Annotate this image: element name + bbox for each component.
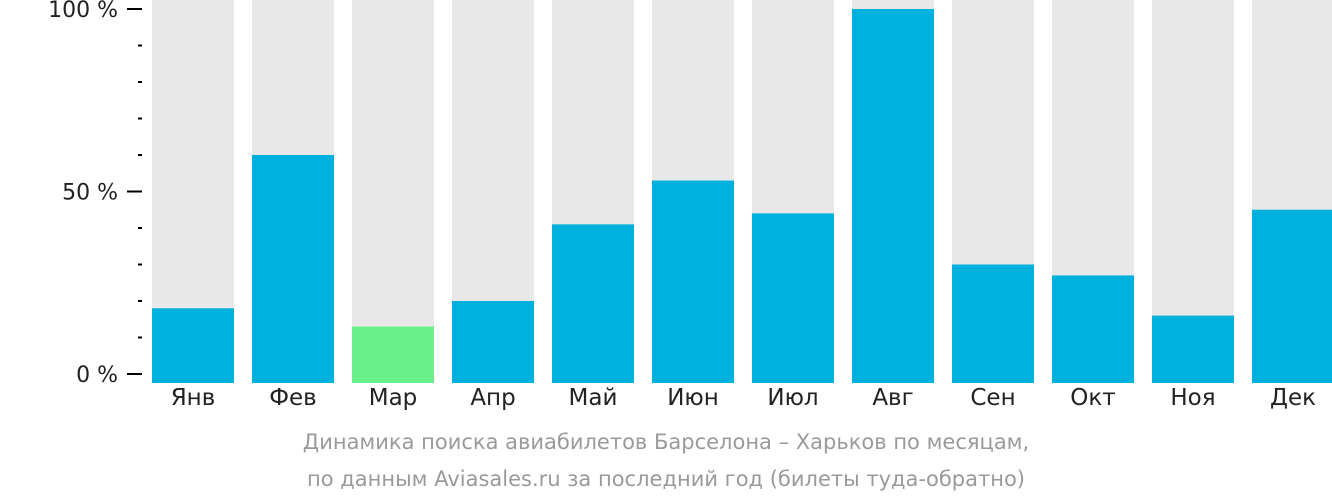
x-tick-label: Мар	[369, 385, 418, 411]
bar-Янв	[152, 308, 234, 383]
bar-Июл	[752, 213, 834, 383]
x-tick-label: Апр	[470, 385, 515, 411]
x-tick-label: Фев	[269, 385, 317, 411]
bar-Сен	[952, 264, 1034, 383]
x-tick-label: Авг	[872, 385, 913, 411]
y-tick-label: 100 %	[48, 0, 118, 23]
monthly-search-bar-chart: 100 % 50 % 0 % Янв Фев Мар Апр Май Июн Июл Авг Сен…	[48, 0, 1332, 411]
x-tick-label: Янв	[171, 385, 216, 411]
x-tick-label: Окт	[1070, 385, 1115, 411]
bar-Май	[552, 224, 634, 383]
bar-Фев	[252, 155, 334, 383]
bar-Окт	[1052, 275, 1134, 383]
x-tick-label: Сен	[970, 385, 1015, 411]
bar-Ноя	[1152, 315, 1234, 383]
chart-caption-line-2: по данным Aviasales.ru за последний год …	[307, 467, 1025, 491]
bar-Мар	[352, 326, 434, 383]
bar-Дек	[1252, 209, 1332, 383]
bar-Апр	[452, 301, 534, 383]
data-bars	[152, 9, 1332, 383]
x-axis-labels: Янв Фев Мар Апр Май Июн Июл Авг Сен Окт Ноя Дек	[171, 385, 1316, 411]
bar-Авг	[852, 9, 934, 383]
x-tick-label: Май	[569, 385, 618, 411]
chart-caption-line-1: Динамика поиска авиабилетов Барселона – …	[302, 430, 1030, 454]
y-tick-label: 0 %	[76, 363, 118, 388]
bar-background	[352, 0, 434, 383]
x-tick-label: Июл	[767, 385, 818, 411]
y-tick-label: 50 %	[62, 181, 118, 206]
x-tick-label: Ноя	[1170, 385, 1215, 411]
x-tick-label: Июн	[667, 385, 719, 411]
x-tick-label: Дек	[1270, 385, 1316, 411]
y-axis: 100 % 50 % 0 %	[48, 0, 142, 388]
bar-Июн	[652, 180, 734, 383]
